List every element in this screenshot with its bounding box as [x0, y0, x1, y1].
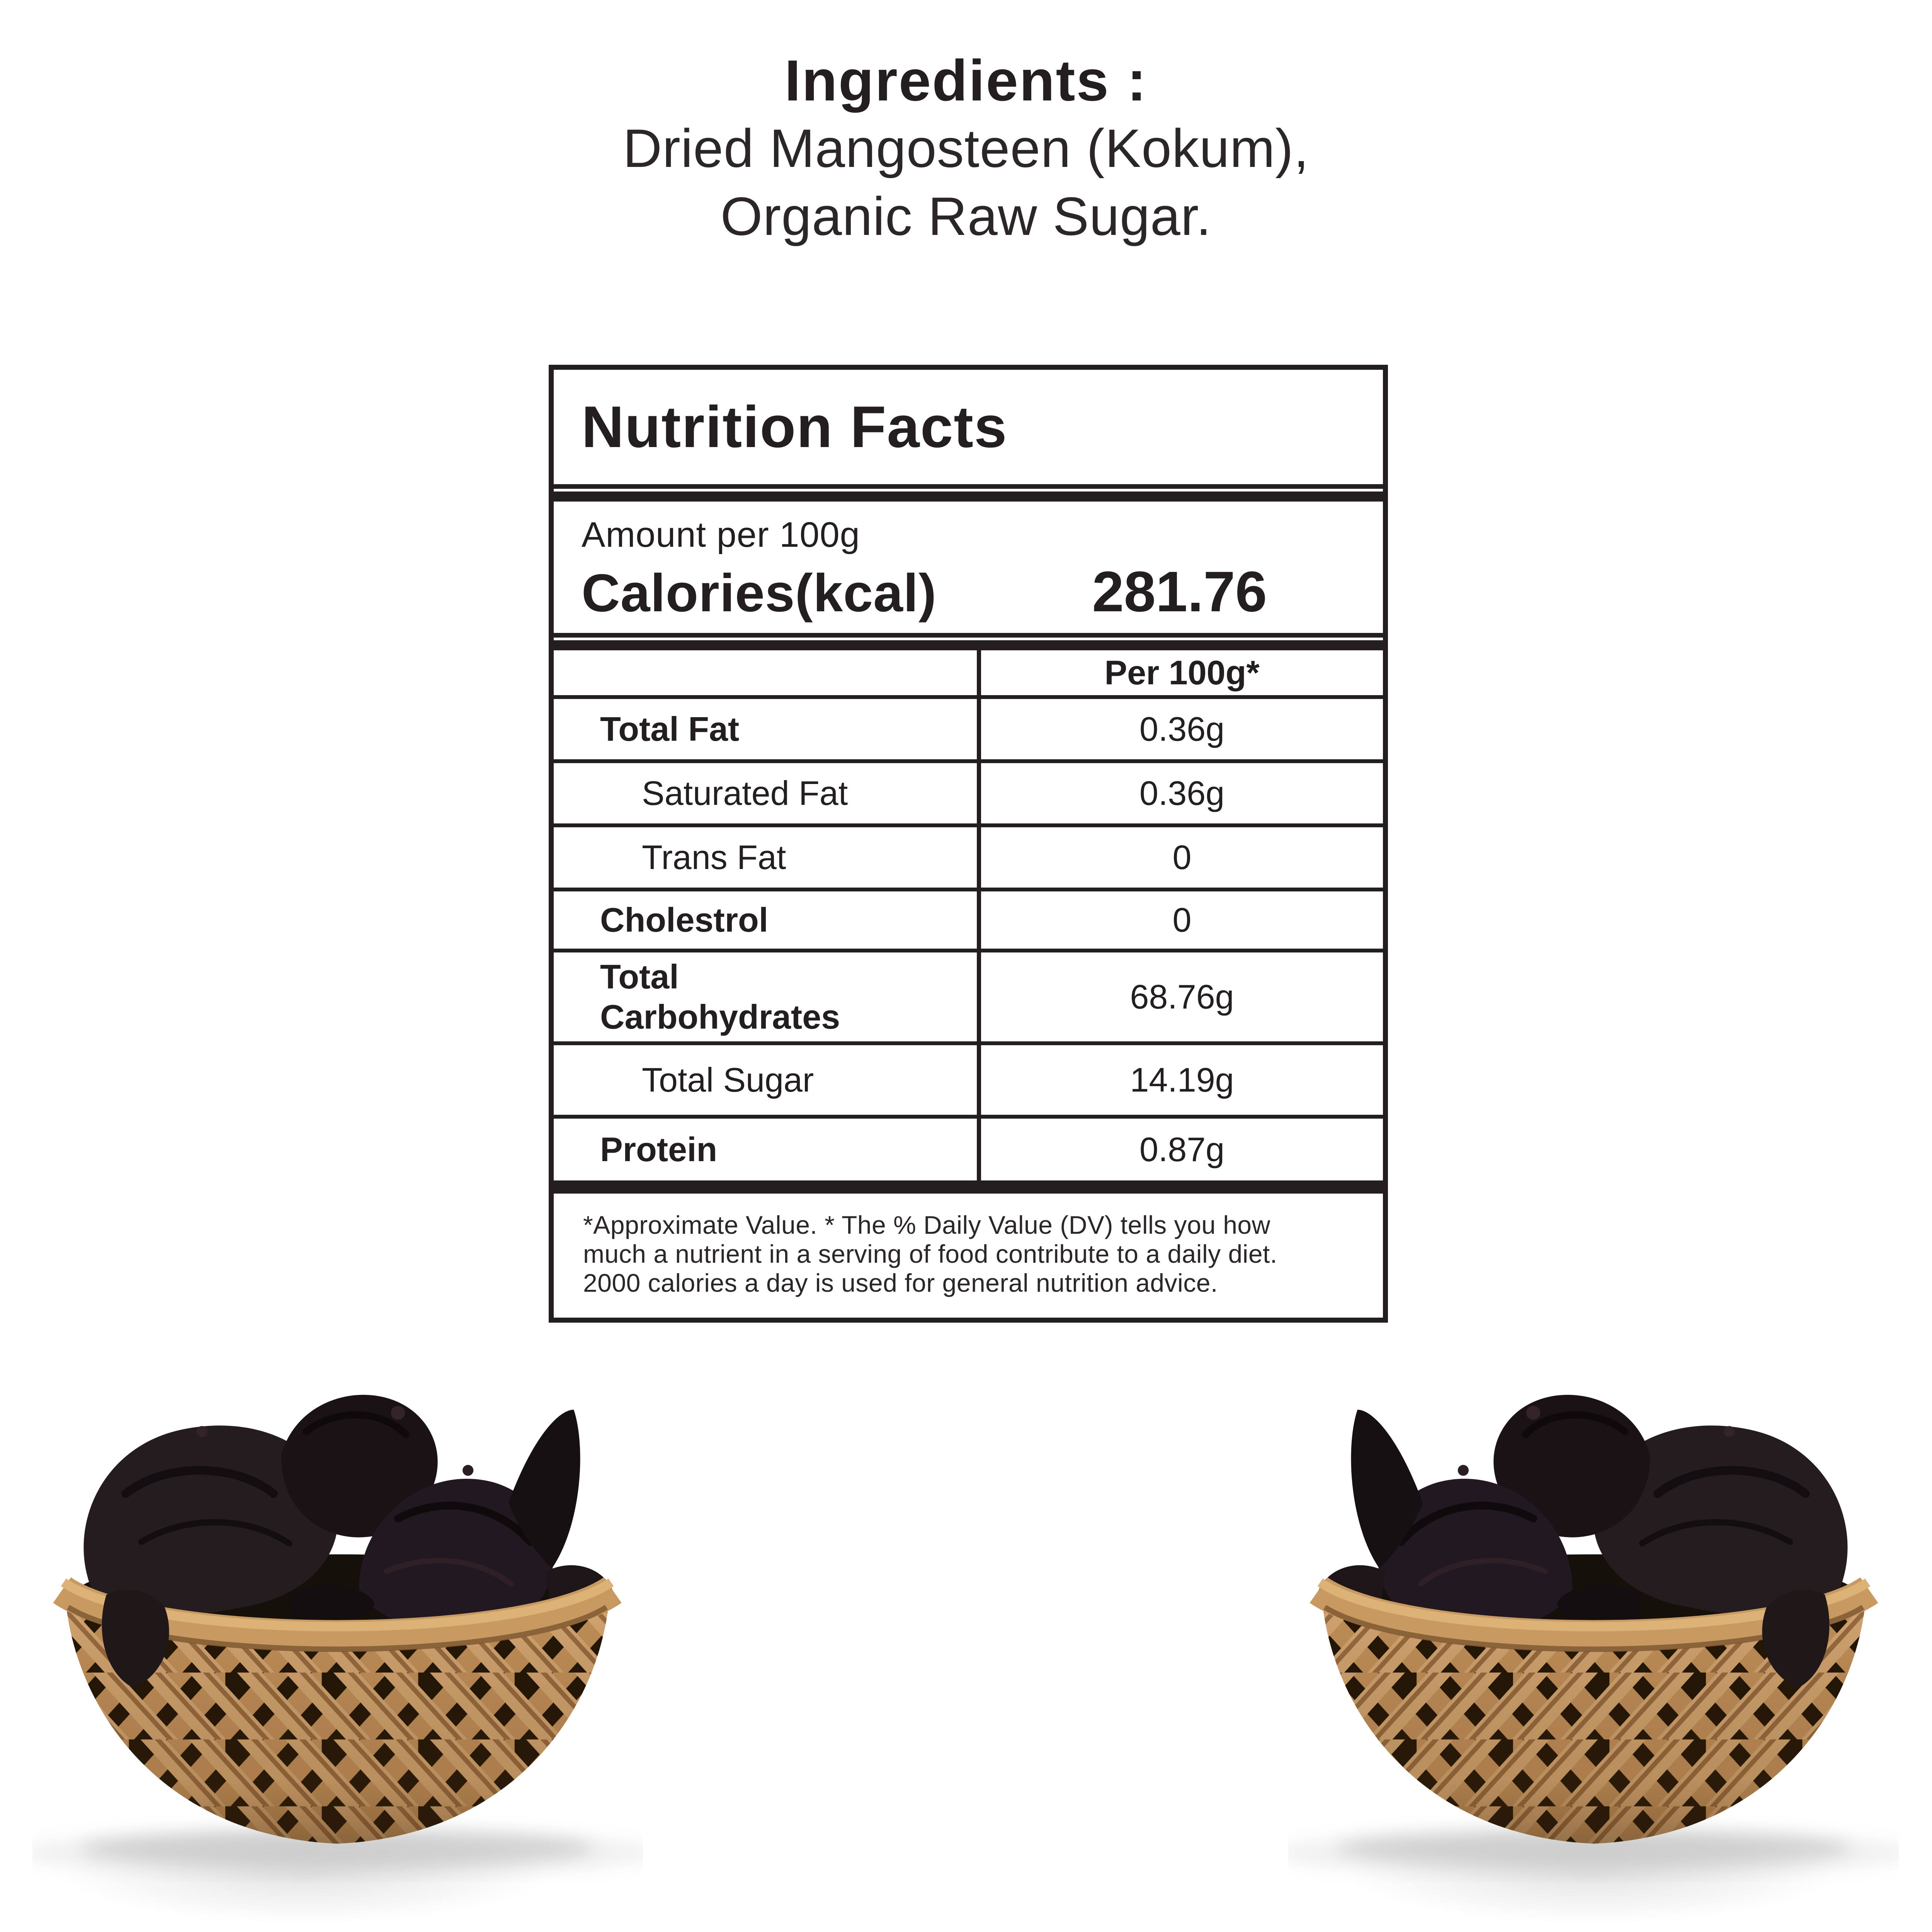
calories-line: Calories(kcal) 281.76: [582, 559, 1383, 625]
nutrient-value: 0.36g: [1139, 710, 1225, 748]
kokum-piece-over-rim: [1762, 1590, 1830, 1688]
nutrient-label: Trans Fat: [554, 827, 981, 888]
divider-line: [554, 484, 1383, 489]
nutrient-row-total-carbohydrates: Total Carbohydrates 68.76g: [554, 949, 1383, 1041]
nutrient-row-saturated-fat: Saturated Fat 0.36g: [554, 759, 1383, 823]
nutrient-label-text: Total Carbohydrates: [600, 957, 840, 1036]
kokum-basket-image-left: [32, 1334, 643, 1883]
column-header-per-100g: Per 100g*: [1104, 653, 1260, 692]
nutrient-value: 0: [1172, 901, 1192, 939]
ingredients-line-1: Dried Mangosteen (Kokum),: [623, 118, 1309, 179]
calories-value: 281.76: [1092, 560, 1267, 624]
ingredients-line-2: Organic Raw Sugar.: [720, 186, 1212, 247]
basket-shadow: [32, 1830, 643, 1876]
kokum-basket-illustration: [1288, 1395, 1899, 1876]
thick-separator-bar: [554, 492, 1383, 502]
footnote-line-1: *Approximate Value. * The % Daily Value …: [583, 1211, 1270, 1239]
nutrient-label: Total Sugar: [554, 1045, 981, 1115]
calories-label: Calories(kcal): [582, 563, 937, 623]
nutrient-label: Saturated Fat: [554, 763, 981, 823]
nutrition-facts-panel: Nutrition Facts Amount per 100g Calories…: [549, 365, 1388, 1323]
basket-shadow: [1288, 1830, 1899, 1876]
footnote-line-2: much a nutrient in a serving of food con…: [583, 1240, 1277, 1268]
footnote: *Approximate Value. * The % Daily Value …: [554, 1194, 1383, 1318]
ingredients-section: Ingredients : Dried Mangosteen (Kokum), …: [0, 46, 1932, 250]
calories-section: Amount per 100g Calories(kcal) 281.76: [554, 502, 1383, 633]
footnote-line-3: 2000 calories a day is used for general …: [583, 1269, 1218, 1297]
nutrition-facts-title: Nutrition Facts: [582, 394, 1008, 460]
nutrient-value: 68.76g: [1130, 978, 1234, 1016]
dried-kokum-pile: [83, 1395, 614, 1634]
column-header-empty-cell: [554, 650, 981, 695]
kokum-basket-image-right: [1288, 1334, 1899, 1883]
nutrient-value: 14.19g: [1130, 1061, 1234, 1099]
ingredients-heading: Ingredients :: [784, 48, 1148, 113]
kokum-basket-illustration: [32, 1395, 643, 1876]
divider-line: [554, 633, 1383, 638]
nutrient-label: Total Carbohydrates: [554, 952, 981, 1041]
nutrient-row-cholestrol: Cholestrol 0: [554, 888, 1383, 949]
nutrient-value: 0: [1172, 838, 1192, 876]
nutrient-row-trans-fat: Trans Fat 0: [554, 823, 1383, 888]
nutrient-row-total-fat: Total Fat 0.36g: [554, 695, 1383, 759]
kokum-piece-over-rim: [102, 1590, 169, 1688]
thick-separator-bar: [554, 640, 1383, 650]
dried-kokum-pile: [1317, 1395, 1848, 1634]
nutrition-facts-title-row: Nutrition Facts: [554, 370, 1383, 484]
nutrient-label: Total Fat: [554, 699, 981, 759]
nutrient-row-total-sugar: Total Sugar 14.19g: [554, 1041, 1383, 1115]
nutrient-value: 0.87g: [1139, 1130, 1225, 1168]
amount-per-label: Amount per 100g: [582, 515, 860, 554]
nutrient-value: 0.36g: [1139, 774, 1225, 812]
nutrient-label: Protein: [554, 1119, 981, 1180]
nutrient-row-protein: Protein 0.87g: [554, 1115, 1383, 1180]
thick-separator-bar: [554, 1180, 1383, 1194]
column-header-row: Per 100g*: [554, 650, 1383, 695]
nutrient-label: Cholestrol: [554, 891, 981, 949]
